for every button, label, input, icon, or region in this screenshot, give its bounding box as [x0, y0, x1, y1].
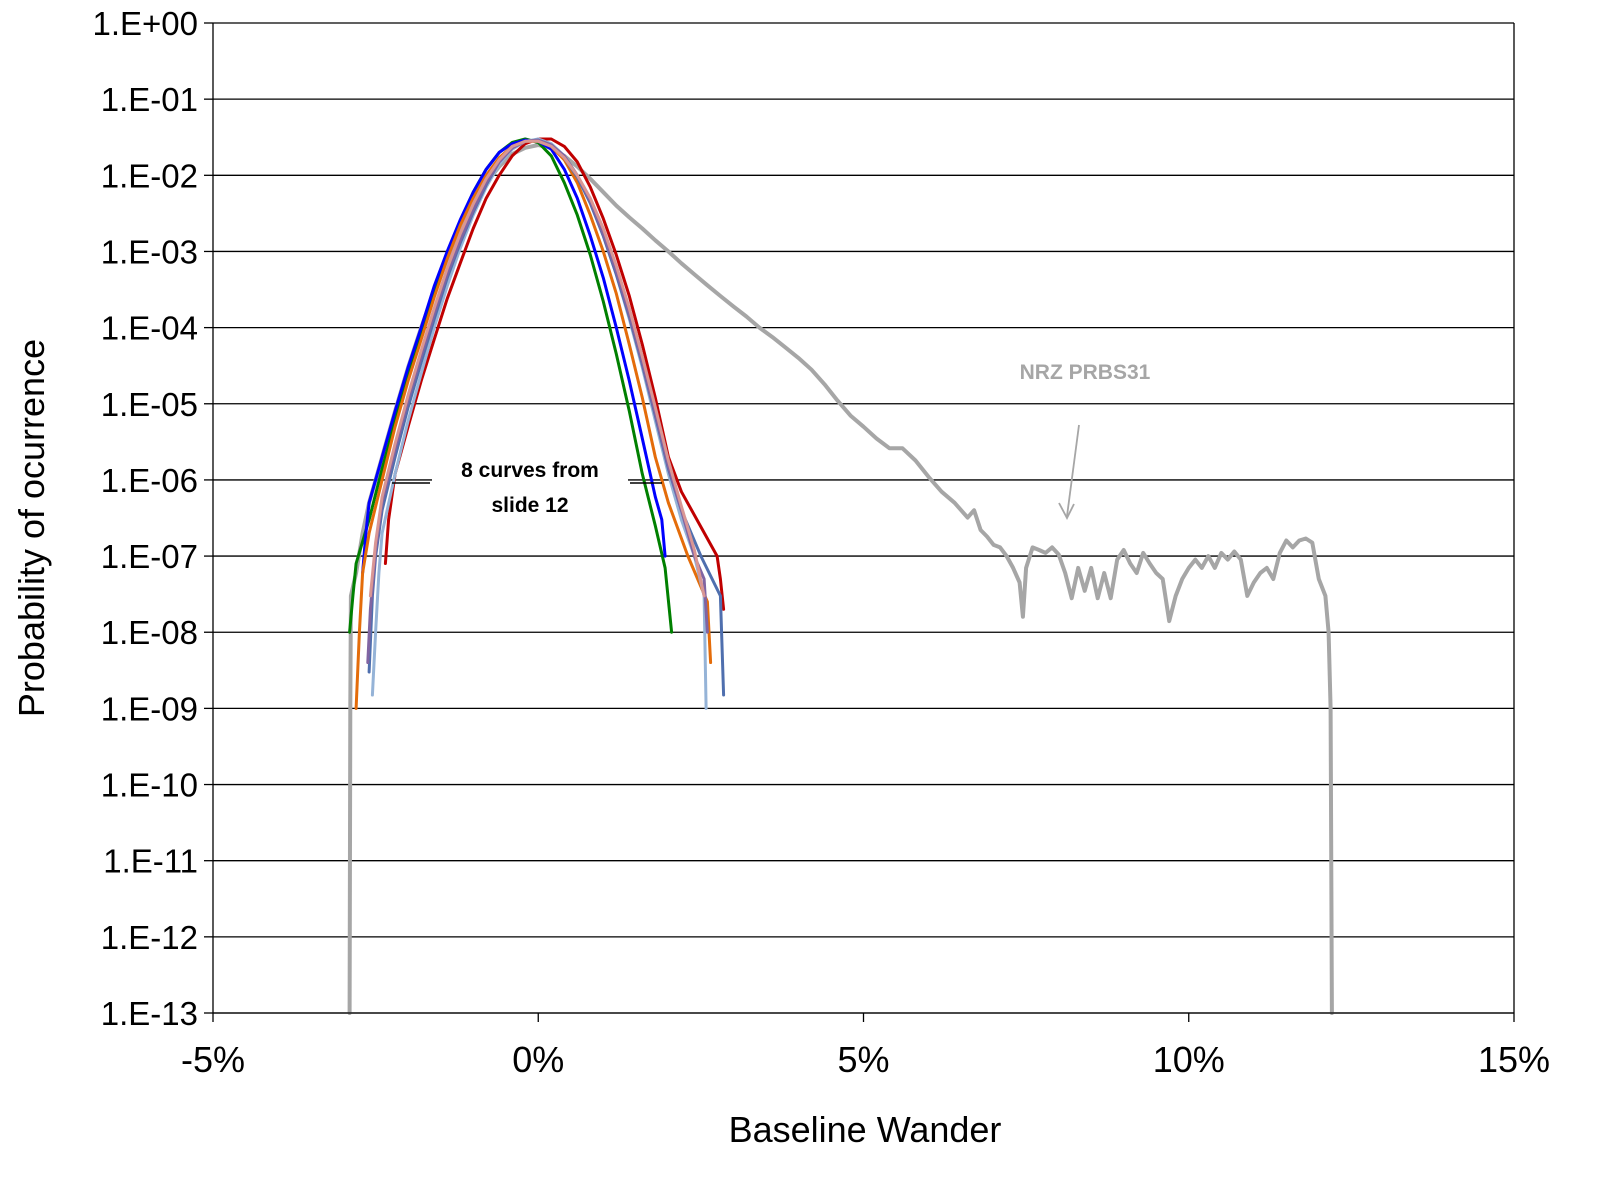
y-tick-label: 1.E-08 — [101, 614, 198, 651]
annotation-8-curves: 8 curves from slide 12 — [392, 455, 662, 523]
axes — [212, 23, 1515, 1014]
annotation-nrz-prbs31-label: NRZ PRBS31 — [1020, 361, 1151, 384]
x-tick-label: 10% — [1153, 1039, 1225, 1080]
annotation-nrz-arrow-shaft — [1066, 424, 1080, 517]
y-tick-label: 1.E-10 — [101, 767, 198, 804]
y-tick-label: 1.E-03 — [101, 233, 198, 270]
y-axis-title: Probability of ocurrence — [11, 339, 52, 717]
x-tick-label: -5% — [181, 1039, 245, 1080]
x-axis-title: Baseline Wander — [729, 1109, 1002, 1150]
y-tick-label: 1.E-07 — [101, 538, 198, 575]
annotation-nrz-prbs31: NRZ PRBS31 — [1020, 361, 1151, 520]
y-tick-label: 1.E-06 — [101, 462, 198, 499]
series-lines — [347, 137, 1334, 1015]
y-tick-label: 1.E-04 — [101, 310, 198, 347]
x-tick-label: 15% — [1478, 1039, 1550, 1080]
y-tick-label: 1.E-02 — [101, 157, 198, 194]
tick-labels: 1.E+00 1.E-01 1.E-02 1.E-03 1.E-04 1.E-05 1.E-… — [92, 5, 1550, 1080]
y-tick-label: 1.E-13 — [101, 995, 198, 1032]
y-tick-label: 1.E-12 — [101, 919, 198, 956]
annotation-8-curves-line-2: slide 12 — [491, 494, 568, 517]
series-line-8 — [368, 139, 706, 598]
series-line-2 — [361, 138, 667, 575]
annotation-8-curves-line-1: 8 curves from — [461, 459, 599, 482]
y-tick-label: 1.E-05 — [101, 386, 198, 423]
annotation-8-curves-box — [432, 455, 628, 523]
x-tick-label: 5% — [837, 1039, 889, 1080]
x-tick-label: 0% — [512, 1039, 564, 1080]
y-tick-label: 1.E-01 — [101, 81, 198, 118]
y-tick-label: 1.E-11 — [103, 843, 198, 880]
annotation-nrz-arrow-head — [1058, 502, 1075, 520]
y-tick-label: 1.E-09 — [101, 690, 198, 727]
y-tick-label: 1.E+00 — [92, 5, 198, 42]
series-line-3 — [383, 137, 726, 611]
